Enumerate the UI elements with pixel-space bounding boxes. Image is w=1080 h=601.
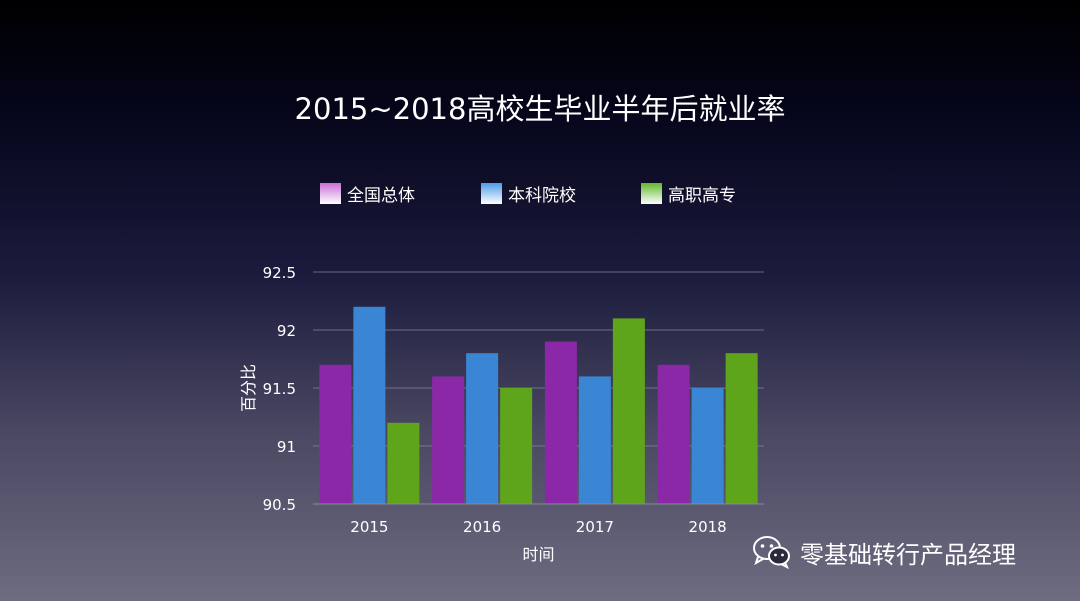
y-tick-label-3: 92 [277, 322, 296, 340]
watermark-text: 零基础转行产品经理 [800, 540, 1016, 569]
bar-2017-1 [578, 376, 611, 504]
y-tick-label-1: 91 [277, 438, 296, 456]
bar-2018-2 [725, 353, 758, 504]
bar-2015-2 [387, 422, 420, 504]
y-tick-label-2: 91.5 [263, 380, 296, 398]
bar-2016-1 [466, 353, 499, 504]
x-tick-label-0: 2015 [350, 518, 388, 536]
bar-2015-1 [353, 306, 386, 504]
y-tick-label-0: 90.5 [263, 496, 296, 514]
x-tick-label-1: 2016 [463, 518, 501, 536]
x-axis-label: 时间 [522, 545, 554, 564]
bar-2016-0 [432, 376, 465, 504]
legend-swatch-undergrad [481, 182, 502, 204]
x-tick-label-2: 2017 [576, 518, 614, 536]
bar-2017-2 [612, 318, 645, 504]
legend-label-undergrad: 本科院校 [508, 185, 576, 206]
chart-legend: 全国总体 本科院校 高职高专 [0, 180, 1080, 206]
wechat-icon [753, 536, 790, 569]
bar-2015-0 [319, 364, 352, 504]
bar-2017-0 [544, 341, 577, 504]
legend-item-undergrad: 本科院校 [481, 180, 576, 206]
watermark: 零基础转行产品经理 [752, 532, 1016, 572]
legend-item-all: 全国总体 [320, 180, 415, 206]
legend-label-all: 全国总体 [347, 185, 415, 206]
legend-label-vocational: 高职高专 [668, 185, 736, 206]
x-tick-label-3: 2018 [689, 518, 727, 536]
y-axis-label: 百分比 [239, 364, 258, 412]
legend-item-vocational: 高职高专 [641, 180, 736, 206]
y-tick-label-4: 92.5 [263, 264, 296, 282]
bar-2018-0 [657, 364, 690, 504]
bar-2016-2 [500, 388, 533, 504]
legend-swatch-all [320, 182, 341, 204]
chart-title: 2015~2018高校生毕业半年后就业率 [294, 92, 786, 126]
legend-swatch-vocational [641, 182, 662, 204]
bar-2018-1 [691, 388, 724, 504]
